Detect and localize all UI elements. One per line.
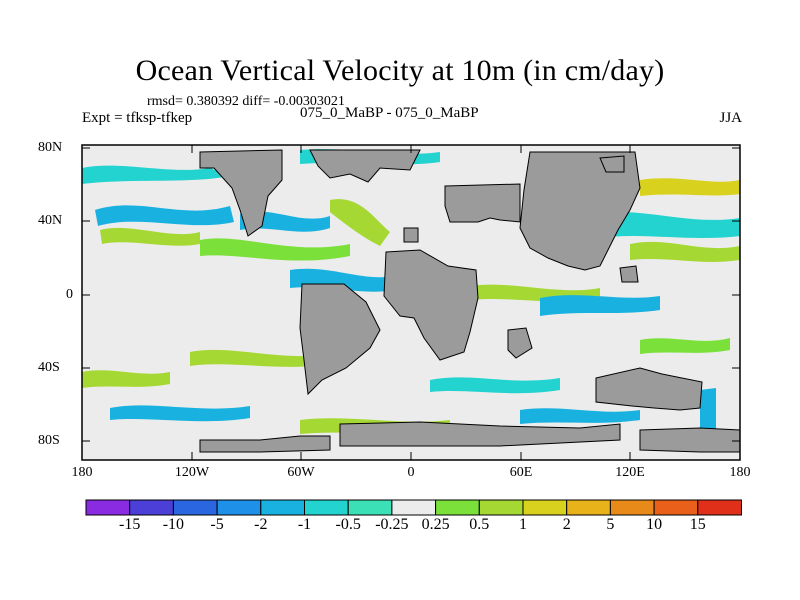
colorbar-swatch bbox=[304, 499, 349, 516]
asia bbox=[519, 151, 641, 271]
uk-region bbox=[403, 227, 419, 243]
colorbar-label: 10 bbox=[646, 516, 663, 533]
colorbar-label: 15 bbox=[689, 516, 706, 533]
case-label: 075_0_MaBP - 075_0_MaBP bbox=[300, 105, 479, 121]
lat-label: 40N bbox=[38, 213, 63, 228]
colorbar-swatch bbox=[566, 499, 611, 516]
colorbar-swatch bbox=[347, 499, 393, 516]
colorbar-swatch bbox=[260, 499, 305, 516]
lat-label: 0 bbox=[66, 287, 73, 302]
colorbar-swatch bbox=[129, 499, 174, 516]
colorbar-label: -5 bbox=[210, 516, 224, 533]
eurasia bbox=[444, 183, 521, 223]
colorbar-label: -10 bbox=[162, 516, 185, 533]
colorbar-swatch bbox=[653, 499, 699, 516]
colorbar-label: -0.25 bbox=[375, 516, 409, 533]
colorbar-label: -15 bbox=[119, 516, 141, 533]
antarctica-west bbox=[199, 435, 331, 453]
japan-region bbox=[619, 265, 639, 283]
colorbar-label: 5 bbox=[606, 516, 615, 533]
colorbar-label: -0.5 bbox=[335, 516, 361, 533]
lon-label: 120E bbox=[615, 465, 645, 480]
lat-label: 80N bbox=[38, 140, 63, 155]
australia bbox=[595, 367, 703, 411]
chart-title: Ocean Vertical Velocity at 10m (in cm/da… bbox=[135, 54, 665, 87]
colorbar-swatch bbox=[435, 499, 480, 516]
colorbar-swatch bbox=[522, 499, 568, 516]
rmsd-diff-stats: rmsd= 0.380392 diff= -0.00303021 bbox=[147, 94, 345, 109]
colorbar-swatch bbox=[609, 499, 655, 516]
lon-label: 180 bbox=[729, 465, 751, 480]
lon-label: 180 bbox=[71, 465, 93, 480]
colorbar-label: 1 bbox=[519, 516, 527, 533]
colorbar-swatch bbox=[478, 499, 524, 516]
arctic-island bbox=[599, 155, 625, 173]
lon-label: 120W bbox=[174, 465, 210, 480]
season-label: JJA bbox=[719, 110, 742, 126]
lat-label: 40S bbox=[38, 360, 60, 375]
antarctica bbox=[339, 421, 621, 447]
lon-label: 60W bbox=[287, 465, 315, 480]
colorbar-label: 0.5 bbox=[469, 516, 490, 533]
colorbar-swatch bbox=[697, 499, 742, 516]
colorbar-swatch bbox=[391, 499, 437, 516]
experiment-label: Expt = tfksp-tfkep bbox=[82, 110, 193, 126]
north-america bbox=[199, 149, 283, 237]
colorbar-label: -2 bbox=[254, 516, 268, 533]
colorbar-label: 0.25 bbox=[421, 516, 450, 533]
lon-label: 60E bbox=[509, 465, 533, 480]
lon-label: 0 bbox=[407, 465, 415, 480]
land-masses bbox=[199, 149, 741, 453]
greenland bbox=[309, 149, 421, 183]
madagascar bbox=[507, 327, 533, 359]
colorbar-swatch bbox=[172, 499, 218, 516]
axis-ticks bbox=[82, 145, 740, 460]
colorbar-swatch bbox=[216, 499, 262, 516]
south-america bbox=[299, 283, 381, 396]
colorbar-label: -1 bbox=[297, 516, 312, 533]
colorbar-swatch bbox=[85, 499, 131, 516]
lat-label: 80S bbox=[38, 433, 60, 448]
africa bbox=[383, 249, 479, 361]
colorbar-label: 2 bbox=[562, 516, 571, 533]
